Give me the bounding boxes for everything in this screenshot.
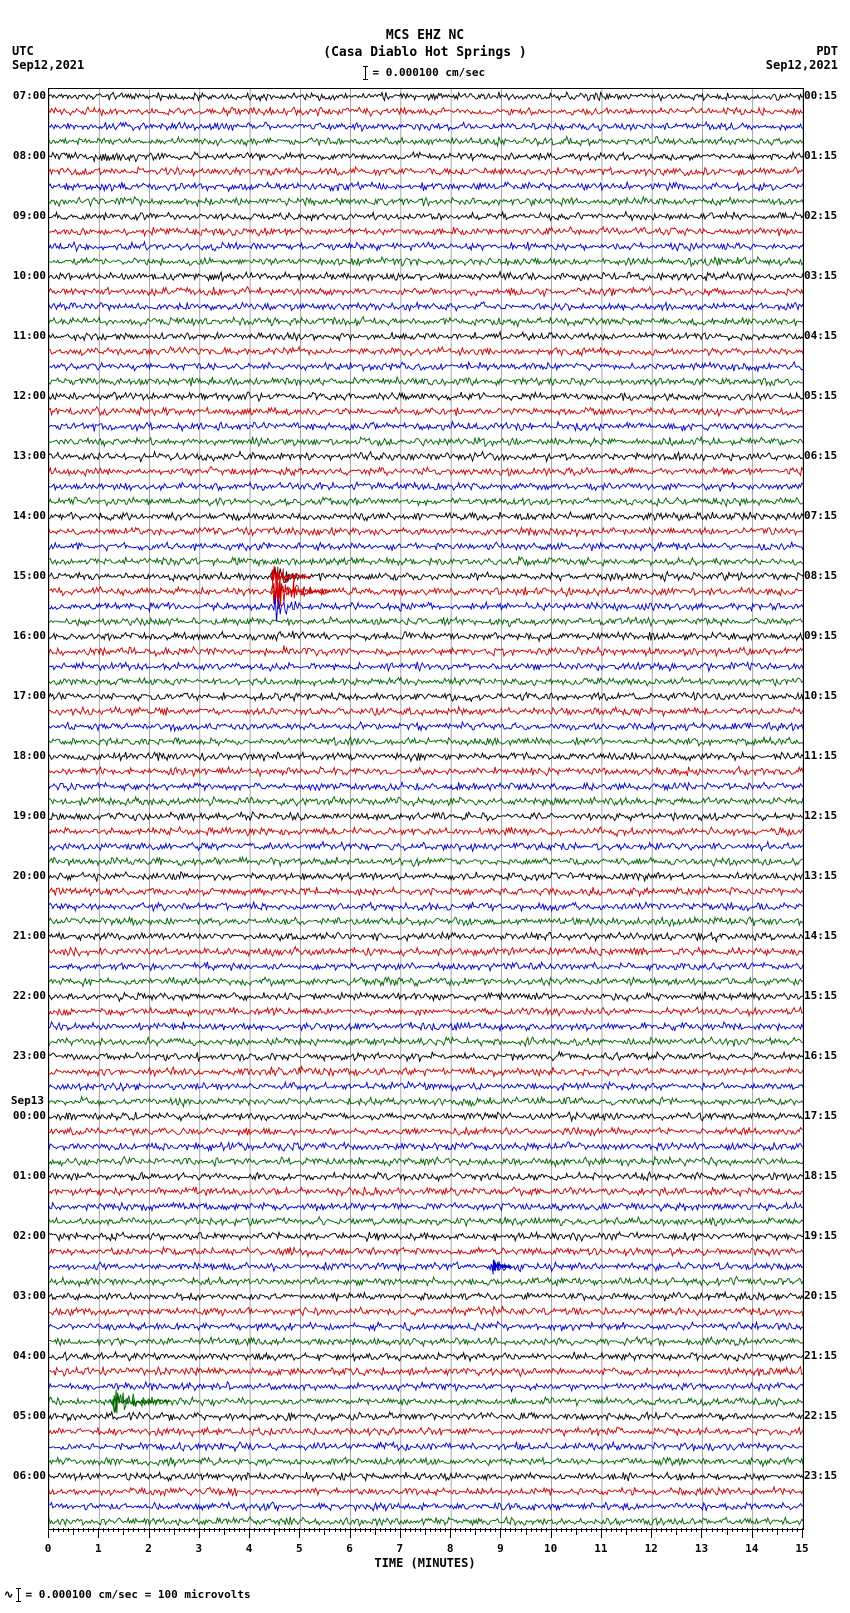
x-tick-14: 14 (745, 1542, 758, 1555)
pdt-label-20:15: 20:15 (804, 1289, 837, 1302)
pdt-label-07:15: 07:15 (804, 509, 837, 522)
scale-legend: = 0.000100 cm/sec (0, 66, 850, 80)
footer-note: ∿ = 0.000100 cm/sec = 100 microvolts (4, 1588, 251, 1602)
utc-label-01:00: 01:00 (13, 1169, 46, 1182)
pdt-label-04:15: 04:15 (804, 329, 837, 342)
pdt-label-23:15: 23:15 (804, 1469, 837, 1482)
utc-label-03:00: 03:00 (13, 1289, 46, 1302)
pdt-label-18:15: 18:15 (804, 1169, 837, 1182)
utc-label-12:00: 12:00 (13, 389, 46, 402)
x-tick-1: 1 (95, 1542, 102, 1555)
utc-label-16:00: 16:00 (13, 629, 46, 642)
pdt-label-10:15: 10:15 (804, 689, 837, 702)
pdt-label-13:15: 13:15 (804, 869, 837, 882)
footer-scale-bar-icon (18, 1588, 19, 1602)
pdt-label-08:15: 08:15 (804, 569, 837, 582)
utc-label-22:00: 22:00 (13, 989, 46, 1002)
utc-label-06:00: 06:00 (13, 1469, 46, 1482)
pdt-label-03:15: 03:15 (804, 269, 837, 282)
pdt-label-05:15: 05:15 (804, 389, 837, 402)
mid-date-label: Sep13 (11, 1094, 44, 1107)
utc-label-11:00: 11:00 (13, 329, 46, 342)
utc-label-02:00: 02:00 (13, 1229, 46, 1242)
x-tick-8: 8 (447, 1542, 454, 1555)
utc-label-05:00: 05:00 (13, 1409, 46, 1422)
pdt-label-19:15: 19:15 (804, 1229, 837, 1242)
date-left: Sep12,2021 (12, 58, 84, 72)
x-tick-4: 4 (246, 1542, 253, 1555)
x-tick-7: 7 (397, 1542, 404, 1555)
pdt-label-15:15: 15:15 (804, 989, 837, 1002)
utc-label-23:00: 23:00 (13, 1049, 46, 1062)
date-right: Sep12,2021 (766, 58, 838, 72)
pdt-label-12:15: 12:15 (804, 809, 837, 822)
x-axis-title: TIME (MINUTES) (0, 1556, 850, 1570)
pdt-label-22:15: 22:15 (804, 1409, 837, 1422)
footer-note-text: = 0.000100 cm/sec = 100 microvolts (25, 1588, 250, 1601)
x-tick-10: 10 (544, 1542, 557, 1555)
x-tick-5: 5 (296, 1542, 303, 1555)
utc-label-10:00: 10:00 (13, 269, 46, 282)
pdt-label-21:15: 21:15 (804, 1349, 837, 1362)
x-tick-12: 12 (645, 1542, 658, 1555)
scale-bar-icon (365, 66, 366, 80)
footer-scale-wave-icon: ∿ (4, 1588, 11, 1601)
x-tick-2: 2 (145, 1542, 152, 1555)
pdt-label-16:15: 16:15 (804, 1049, 837, 1062)
utc-label-13:00: 13:00 (13, 449, 46, 462)
pdt-label-14:15: 14:15 (804, 929, 837, 942)
seismogram-container: MCS EHZ NC (Casa Diablo Hot Springs ) = … (0, 0, 850, 1613)
x-tick-13: 13 (695, 1542, 708, 1555)
traces-svg (49, 89, 803, 1529)
utc-label-09:00: 09:00 (13, 209, 46, 222)
x-tick-6: 6 (346, 1542, 353, 1555)
utc-label-21:00: 21:00 (13, 929, 46, 942)
utc-label-07:00: 07:00 (13, 89, 46, 102)
utc-label-19:00: 19:00 (13, 809, 46, 822)
utc-label-14:00: 14:00 (13, 509, 46, 522)
utc-label-15:00: 15:00 (13, 569, 46, 582)
station-name: (Casa Diablo Hot Springs ) (0, 45, 850, 62)
pdt-label-11:15: 11:15 (804, 749, 837, 762)
x-tick-0: 0 (45, 1542, 52, 1555)
pdt-label-00:15: 00:15 (804, 89, 837, 102)
pdt-label-06:15: 06:15 (804, 449, 837, 462)
x-tick-3: 3 (195, 1542, 202, 1555)
title-block: MCS EHZ NC (Casa Diablo Hot Springs ) = … (0, 28, 850, 80)
utc-label-08:00: 08:00 (13, 149, 46, 162)
utc-label-04:00: 04:00 (13, 1349, 46, 1362)
utc-label-18:00: 18:00 (13, 749, 46, 762)
pdt-label-17:15: 17:15 (804, 1109, 837, 1122)
x-tick-9: 9 (497, 1542, 504, 1555)
pdt-label-02:15: 02:15 (804, 209, 837, 222)
seismogram-plot (48, 88, 804, 1530)
pdt-label-09:15: 09:15 (804, 629, 837, 642)
x-tick-15: 15 (795, 1542, 808, 1555)
tz-right: PDT (816, 44, 838, 58)
station-code: MCS EHZ NC (0, 28, 850, 45)
utc-label-20:00: 20:00 (13, 869, 46, 882)
scale-legend-text: = 0.000100 cm/sec (373, 66, 486, 79)
x-tick-11: 11 (594, 1542, 607, 1555)
pdt-label-01:15: 01:15 (804, 149, 837, 162)
tz-left: UTC (12, 44, 34, 58)
utc-label-00:00: 00:00 (13, 1109, 46, 1122)
utc-label-17:00: 17:00 (13, 689, 46, 702)
